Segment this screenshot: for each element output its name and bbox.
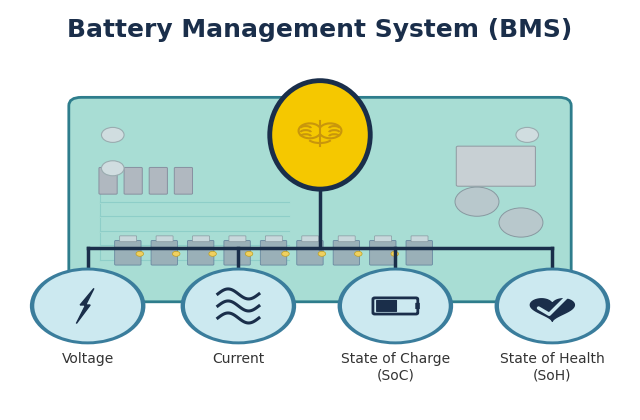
- Circle shape: [337, 268, 453, 344]
- Circle shape: [342, 270, 449, 341]
- Circle shape: [495, 268, 610, 344]
- FancyBboxPatch shape: [297, 241, 323, 265]
- Text: Voltage: Voltage: [61, 352, 114, 366]
- Ellipse shape: [299, 123, 321, 138]
- Polygon shape: [531, 299, 574, 321]
- FancyBboxPatch shape: [376, 300, 397, 312]
- Circle shape: [136, 251, 143, 256]
- FancyBboxPatch shape: [124, 168, 142, 194]
- FancyBboxPatch shape: [411, 236, 428, 241]
- FancyBboxPatch shape: [338, 236, 355, 241]
- FancyBboxPatch shape: [224, 241, 250, 265]
- FancyBboxPatch shape: [229, 236, 246, 241]
- FancyBboxPatch shape: [302, 236, 319, 241]
- Circle shape: [318, 251, 326, 256]
- Circle shape: [516, 127, 538, 142]
- Circle shape: [185, 270, 292, 341]
- Circle shape: [209, 251, 216, 256]
- Circle shape: [30, 268, 145, 344]
- FancyBboxPatch shape: [374, 236, 392, 241]
- Ellipse shape: [306, 130, 334, 145]
- Circle shape: [102, 127, 124, 142]
- FancyBboxPatch shape: [260, 241, 287, 265]
- FancyBboxPatch shape: [333, 241, 360, 265]
- Ellipse shape: [319, 123, 341, 138]
- Text: State of Health
(SoH): State of Health (SoH): [500, 352, 605, 382]
- Text: State of Charge
(SoC): State of Charge (SoC): [340, 352, 450, 382]
- Circle shape: [102, 161, 124, 176]
- FancyBboxPatch shape: [151, 241, 177, 265]
- Polygon shape: [76, 289, 94, 323]
- Text: Battery Management System (BMS): Battery Management System (BMS): [67, 18, 573, 42]
- FancyBboxPatch shape: [149, 168, 168, 194]
- Circle shape: [172, 251, 180, 256]
- FancyBboxPatch shape: [115, 241, 141, 265]
- FancyBboxPatch shape: [193, 236, 209, 241]
- FancyBboxPatch shape: [266, 236, 282, 241]
- Circle shape: [245, 251, 253, 256]
- FancyBboxPatch shape: [99, 168, 117, 194]
- Circle shape: [455, 187, 499, 216]
- FancyBboxPatch shape: [156, 236, 173, 241]
- Circle shape: [391, 251, 399, 256]
- FancyBboxPatch shape: [174, 168, 193, 194]
- FancyBboxPatch shape: [69, 97, 571, 302]
- FancyBboxPatch shape: [188, 241, 214, 265]
- Circle shape: [499, 208, 543, 237]
- FancyBboxPatch shape: [406, 241, 433, 265]
- FancyBboxPatch shape: [314, 142, 326, 153]
- Circle shape: [499, 270, 605, 341]
- FancyBboxPatch shape: [456, 146, 536, 186]
- Text: Current: Current: [212, 352, 264, 366]
- Circle shape: [35, 270, 141, 341]
- Ellipse shape: [270, 81, 370, 189]
- Circle shape: [355, 251, 362, 256]
- Circle shape: [282, 251, 289, 256]
- Circle shape: [180, 268, 296, 344]
- FancyBboxPatch shape: [415, 303, 420, 309]
- FancyBboxPatch shape: [370, 241, 396, 265]
- FancyBboxPatch shape: [120, 236, 136, 241]
